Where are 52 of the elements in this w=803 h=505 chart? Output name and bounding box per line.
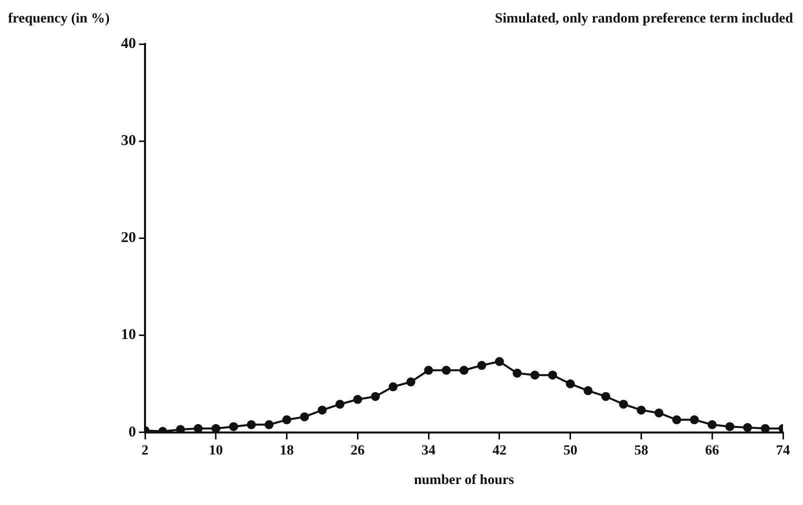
point [353, 394, 362, 404]
point [370, 392, 380, 401]
point [335, 400, 344, 409]
point [176, 424, 185, 432]
y-tick-label: 0 [128, 424, 136, 440]
x-axis-title: number of hours [414, 473, 515, 488]
point [584, 386, 593, 396]
point [424, 366, 434, 375]
point [654, 408, 664, 418]
x-tick-label: 50 [563, 443, 578, 458]
point [211, 424, 220, 432]
point [548, 370, 558, 380]
y-tick-label: 40 [121, 36, 136, 52]
point [601, 392, 610, 401]
point [725, 422, 734, 432]
point [760, 424, 770, 432]
point [743, 423, 752, 432]
point [708, 420, 717, 430]
y-tick-label: 20 [121, 230, 136, 246]
x-tick-label: 18 [280, 443, 294, 458]
point [566, 379, 575, 388]
x-tick-label: 34 [422, 443, 436, 458]
x-tick-label: 58 [634, 443, 648, 458]
point [264, 420, 274, 430]
x-tick-label: 26 [350, 443, 365, 458]
x-tick-label: 10 [208, 443, 223, 458]
x-tick-label: 66 [705, 443, 720, 458]
point [282, 415, 292, 424]
x-tick-label: 2 [142, 443, 148, 458]
point [229, 422, 238, 432]
point [460, 366, 468, 375]
point [672, 415, 682, 424]
x-tick-label: 42 [492, 443, 506, 458]
point [388, 382, 398, 392]
point [300, 412, 309, 422]
chart-title: Simulated, only random preference term included [494, 12, 794, 27]
point [406, 377, 416, 386]
y-tick-label: 30 [121, 132, 136, 149]
point [494, 357, 504, 366]
point [690, 415, 699, 424]
point [246, 420, 256, 430]
y-tick-label: 10 [121, 327, 136, 344]
x-tick-label: 74 [776, 443, 790, 458]
point [636, 406, 646, 415]
point [442, 366, 451, 375]
point [512, 368, 522, 378]
point [318, 406, 327, 415]
point [194, 424, 203, 432]
point [477, 360, 486, 370]
point [619, 400, 628, 409]
y-axis-title: frequency (in %) [8, 12, 110, 27]
point [530, 370, 540, 380]
